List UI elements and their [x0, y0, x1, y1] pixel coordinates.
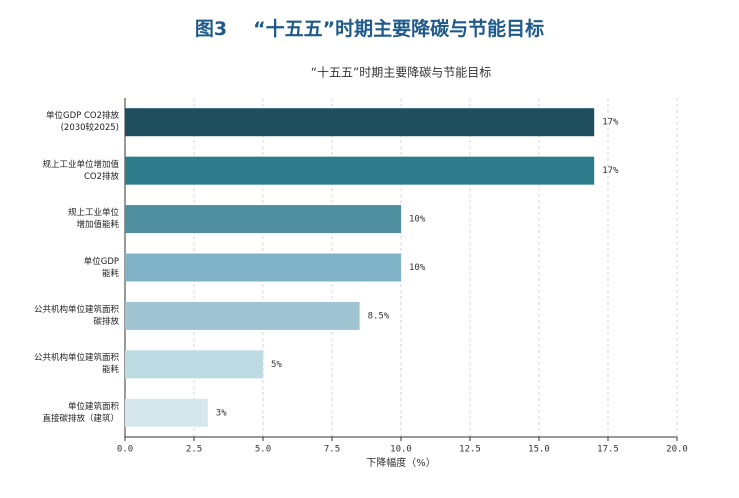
y-tick-label: 规上工业单位增加值 CO2排放: [42, 159, 119, 182]
x-tick-label: 0.0: [117, 445, 133, 455]
value-label: 17%: [602, 166, 619, 176]
x-tick-label: 2.5: [186, 445, 202, 455]
x-tick-label: 17.5: [597, 445, 619, 455]
y-tick-label: 公共机构单位建筑面积 碳排放: [33, 304, 119, 327]
value-label: 5%: [271, 360, 282, 370]
value-label: 10%: [409, 263, 426, 273]
y-tick-label: 单位GDP 能耗: [83, 256, 119, 279]
x-tick-label: 5.0: [255, 445, 271, 455]
value-label: 8.5%: [368, 311, 390, 321]
figure-title: “十五五”时期主要降碳与节能目标: [253, 18, 545, 40]
bar: [125, 253, 401, 282]
y-tick-label: 单位GDP CO2排放 (2030较2025): [46, 111, 119, 134]
bar: [125, 108, 595, 137]
x-tick-label: 12.5: [459, 445, 481, 455]
x-tick-label: 10.0: [390, 445, 412, 455]
y-tick-label: 单位建筑面积 直接碳排放（建筑）: [42, 401, 119, 424]
page-heading: 图3 “十五五”时期主要降碳与节能目标: [0, 14, 739, 41]
bar: [125, 156, 595, 185]
bar: [125, 398, 208, 427]
x-tick-label: 7.5: [324, 445, 340, 455]
bar: [125, 301, 360, 330]
figure-label: 图3: [194, 18, 228, 40]
bar: [125, 350, 263, 379]
chart-title: “十五五”时期主要降碳与节能目标: [311, 66, 491, 80]
value-label: 10%: [409, 215, 426, 225]
value-label: 17%: [602, 118, 619, 128]
bar: [125, 205, 401, 234]
value-label: 3%: [216, 408, 227, 418]
y-tick-label: 规上工业单位 增加值能耗: [67, 208, 119, 231]
x-tick-label: 20.0: [666, 445, 688, 455]
y-tick-label: 公共机构单位建筑面积 能耗: [33, 353, 119, 376]
x-axis-label: 下降幅度（%）: [366, 456, 436, 469]
x-tick-label: 15.0: [528, 445, 550, 455]
